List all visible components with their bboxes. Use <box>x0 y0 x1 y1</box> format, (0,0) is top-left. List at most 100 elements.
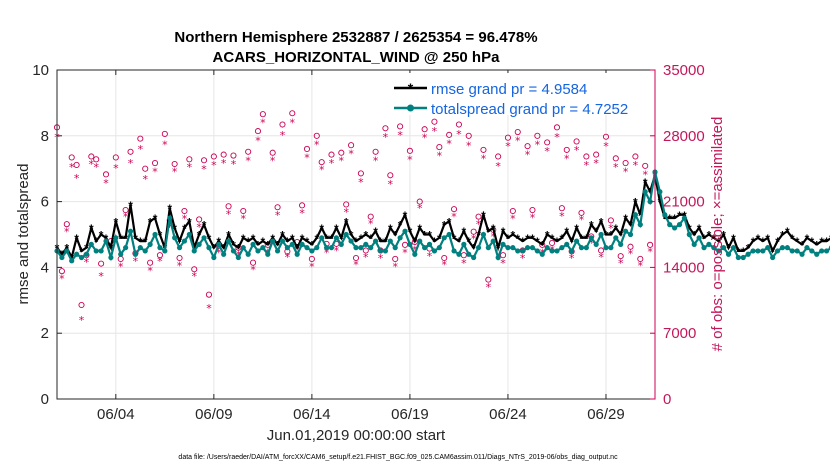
obs-possible-point <box>446 131 453 138</box>
obs-assimilated-point: * <box>589 237 595 250</box>
obs-possible-point <box>259 111 266 118</box>
totalspread-point <box>358 245 364 251</box>
totalspread-point <box>363 241 369 247</box>
totalspread-point <box>157 245 163 251</box>
obs-possible-point <box>509 207 516 215</box>
obs-assimilated-point: * <box>113 162 119 175</box>
obs-assimilated-point: * <box>363 251 369 264</box>
totalspread-point <box>598 231 604 238</box>
rmse-point: * <box>457 235 462 249</box>
totalspread-point <box>284 245 290 251</box>
totalspread-point <box>93 248 99 254</box>
obs-possible-point <box>362 247 369 254</box>
obs-assimilated-point: * <box>642 168 648 181</box>
totalspread-point <box>446 231 452 238</box>
obs-assimilated-point: * <box>343 206 349 219</box>
totalspread-point <box>402 228 408 234</box>
totalspread-point <box>250 241 256 247</box>
totalspread-point <box>583 245 589 251</box>
rmse-point: * <box>373 225 378 239</box>
obs-possible-point <box>367 213 374 220</box>
obs-assimilated-point: * <box>574 144 580 157</box>
totalspread-point <box>721 245 727 251</box>
obs-assimilated-point: * <box>471 232 477 245</box>
obs-assimilated-point: * <box>348 148 354 161</box>
rmse-point: * <box>810 235 815 249</box>
totalspread-point <box>206 245 212 251</box>
rmse-point: * <box>417 222 422 236</box>
rmse-point: * <box>344 215 349 229</box>
obs-markers: ******** ********************************… <box>53 110 653 327</box>
rmse-point: * <box>74 232 79 246</box>
rmse-point: * <box>427 229 432 243</box>
obs-possible-point <box>230 152 237 159</box>
obs-possible-point <box>181 207 188 215</box>
obs-possible-point <box>303 145 311 153</box>
obs-assimilated-point: * <box>221 157 227 170</box>
obs-assimilated-point: * <box>142 173 148 186</box>
obs-possible-point <box>416 198 423 205</box>
totalspread-point <box>147 241 153 247</box>
totalspread-point <box>549 248 555 254</box>
totalspread-point <box>667 222 673 228</box>
obs-assimilated-point: * <box>211 159 217 172</box>
totalspread-point <box>289 241 295 247</box>
obs-assimilated-point: * <box>270 154 276 167</box>
obs-possible-point <box>147 259 154 266</box>
obs-assimilated-point: * <box>59 273 65 286</box>
rmse-point: * <box>363 229 368 243</box>
rmse-point: * <box>609 229 614 243</box>
totalspread-point <box>461 241 467 247</box>
obs-possible-point <box>269 149 276 156</box>
rmse-point: * <box>305 235 310 249</box>
totalspread-point <box>377 248 384 254</box>
obs-possible-point <box>558 205 565 212</box>
rmse-point: * <box>525 232 530 246</box>
totalspread-point <box>603 245 609 251</box>
obs-possible-point <box>122 207 129 214</box>
rmse-point: * <box>662 212 667 226</box>
obs-possible-point <box>245 148 252 155</box>
rmse-point: * <box>334 222 339 236</box>
totalspread-point <box>216 241 222 247</box>
rmse-point: * <box>432 235 437 249</box>
obs-assimilated-point: * <box>187 161 193 174</box>
rmse-point: * <box>133 232 138 246</box>
totalspread-point <box>544 245 550 251</box>
y-left-tick-label: 8 <box>41 128 49 145</box>
rmse-point: * <box>496 242 501 256</box>
totalspread-point <box>255 248 261 254</box>
obs-possible-point <box>612 155 619 162</box>
rmse-point: * <box>84 242 89 256</box>
rmse-point: * <box>486 225 491 239</box>
x-tick-label: 06/24 <box>489 406 527 423</box>
totalspread-point <box>328 245 335 251</box>
obs-possible-point <box>499 252 507 259</box>
obs-assimilated-point: * <box>177 260 183 273</box>
rmse-point: * <box>520 235 525 249</box>
obs-possible-point <box>142 165 149 172</box>
totalspread-point <box>343 231 349 238</box>
ticks: 06/04 06/09 06/14 06/19 06/24 06/29 0 2 4 6 8 10 0 70… <box>32 62 704 423</box>
totalspread-point <box>524 245 531 251</box>
rmse-point: * <box>285 235 290 249</box>
obs-possible-point <box>563 146 570 153</box>
totalspread-point <box>662 212 668 218</box>
rmse-point: * <box>775 235 780 249</box>
y-right-tick-label: 21000 <box>663 194 705 211</box>
totalspread-point <box>127 228 134 234</box>
obs-possible-point <box>343 201 350 208</box>
rmse-point: * <box>746 242 751 256</box>
obs-possible-point <box>549 239 556 247</box>
rmse-point: * <box>648 186 653 200</box>
obs-assimilated-point: * <box>138 143 144 156</box>
obs-assimilated-point: * <box>182 213 188 226</box>
obs-assimilated-point: * <box>432 125 438 138</box>
obs-possible-point <box>544 139 551 146</box>
totalspread-point <box>730 245 737 251</box>
obs-assimilated-point: * <box>544 145 550 158</box>
totalspread-point <box>392 245 398 251</box>
totalspread-point <box>59 254 65 261</box>
totalspread-point <box>505 245 511 251</box>
obs-possible-point <box>431 118 438 125</box>
